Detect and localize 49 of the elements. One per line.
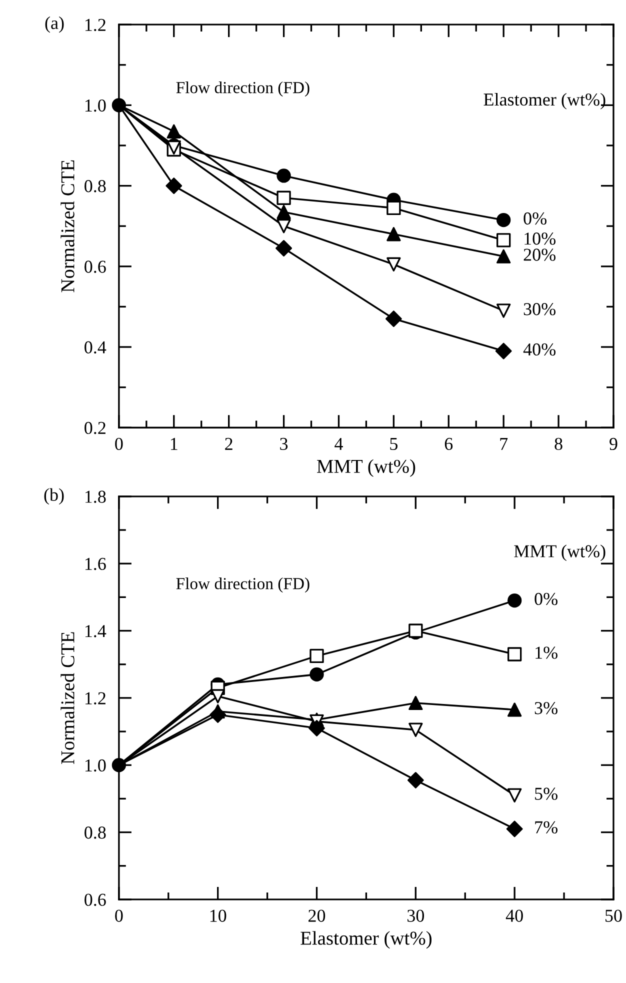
- x-tick-label: 2: [225, 438, 232, 450]
- annotation: Flow direction (FD): [176, 82, 310, 97]
- legend-title: Elastomer (wt%): [484, 92, 606, 110]
- y-axis-title: Normalized CTE: [60, 632, 74, 764]
- y-tick-label: 1.0: [85, 99, 106, 112]
- y-tick-label: 1.8: [85, 490, 106, 503]
- y-tick-label: 0.6: [84, 260, 106, 273]
- x-tick-label: 5: [390, 438, 398, 450]
- x-tick-label: 30: [408, 910, 424, 922]
- series-label: 10%: [524, 232, 556, 245]
- y-tick-label: 0.8: [84, 180, 106, 192]
- x-axis-title: Elastomer (wt%): [300, 931, 432, 949]
- series-label: 30%: [524, 303, 556, 316]
- x-tick-label: 40: [506, 910, 523, 922]
- y-tick-label: 1.2: [85, 18, 106, 32]
- chart-title: (b): [44, 488, 64, 505]
- x-tick-label: 4: [334, 438, 343, 450]
- x-tick-label: 1: [170, 438, 178, 450]
- x-tick-label: 0: [115, 910, 123, 922]
- series-label: 40%: [523, 343, 556, 356]
- x-tick-label: 0: [115, 438, 123, 450]
- x-tick-label: 6: [444, 438, 453, 450]
- y-tick-label: 0.2: [84, 422, 106, 434]
- y-tick-label: 1.6: [85, 558, 106, 570]
- annotation: Flow direction (FD): [176, 578, 310, 593]
- chart-title: (a): [45, 16, 64, 33]
- series-label: 5%: [535, 788, 558, 800]
- x-tick-label: 9: [610, 438, 618, 450]
- y-axis-title: Normalized CTE: [60, 160, 74, 292]
- y-tick-label: 0.4: [84, 341, 106, 354]
- y-tick-label: 1.2: [85, 692, 106, 704]
- legend-title: MMT (wt%): [514, 544, 606, 562]
- x-tick-label: 50: [606, 910, 622, 922]
- x-tick-label: 7: [500, 438, 508, 450]
- series-label: 20%: [524, 248, 556, 261]
- series-label: 0%: [524, 212, 546, 225]
- y-tick-label: 1.4: [85, 625, 106, 638]
- x-tick-label: 10: [210, 910, 226, 922]
- x-tick-label: 8: [554, 438, 562, 450]
- x-tick-label: 3: [280, 438, 288, 450]
- series-label: 1%: [536, 646, 558, 659]
- y-tick-label: 1.0: [85, 759, 106, 772]
- x-axis-title: MMT (wt%): [316, 459, 416, 477]
- x-tick-label: 20: [308, 910, 326, 922]
- series-label: 7%: [535, 821, 558, 834]
- series-label: 0%: [534, 592, 558, 606]
- y-tick-label: 0.6: [84, 894, 106, 906]
- y-tick-label: 0.8: [84, 826, 106, 839]
- series-label: 3%: [534, 702, 558, 714]
